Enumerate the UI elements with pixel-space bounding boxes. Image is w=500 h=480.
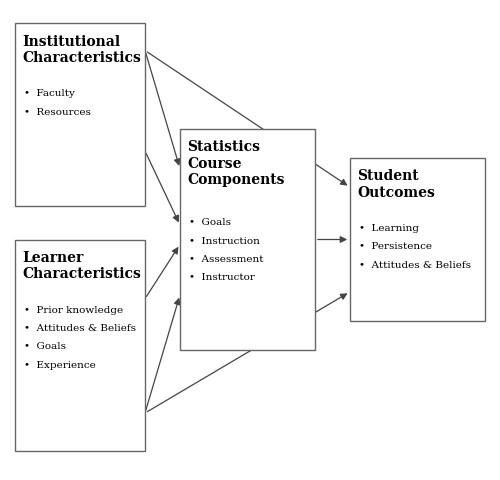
Text: •  Experience: • Experience bbox=[24, 360, 96, 369]
Text: •  Instruction: • Instruction bbox=[189, 236, 260, 245]
Text: Student
Outcomes: Student Outcomes bbox=[357, 169, 435, 199]
Text: •  Persistence: • Persistence bbox=[359, 242, 432, 251]
Text: Institutional
Characteristics: Institutional Characteristics bbox=[22, 35, 141, 65]
Text: •  Attitudes & Beliefs: • Attitudes & Beliefs bbox=[24, 324, 136, 333]
Text: •  Instructor: • Instructor bbox=[189, 273, 255, 282]
Text: •  Prior knowledge: • Prior knowledge bbox=[24, 305, 123, 314]
Bar bbox=[15, 24, 145, 206]
Text: •  Goals: • Goals bbox=[24, 342, 66, 351]
Bar bbox=[180, 130, 315, 350]
Text: •  Attitudes & Beliefs: • Attitudes & Beliefs bbox=[359, 260, 471, 269]
Text: Learner
Characteristics: Learner Characteristics bbox=[22, 251, 141, 281]
Text: •  Assessment: • Assessment bbox=[189, 254, 264, 264]
Bar bbox=[350, 158, 485, 322]
Text: •  Learning: • Learning bbox=[359, 224, 419, 233]
Text: •  Goals: • Goals bbox=[189, 218, 231, 227]
Text: •  Resources: • Resources bbox=[24, 108, 91, 117]
Text: Statistics
Course
Components: Statistics Course Components bbox=[187, 140, 284, 186]
Text: •  Faculty: • Faculty bbox=[24, 89, 75, 98]
Bar bbox=[15, 240, 145, 451]
